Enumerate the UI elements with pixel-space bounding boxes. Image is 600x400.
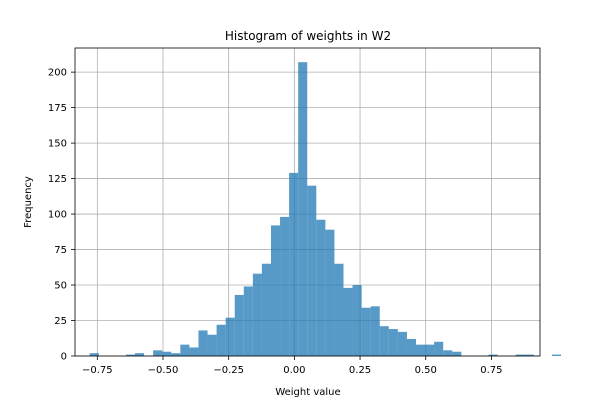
x-axis-ticks: −0.75 −0.50 −0.25 0.00 0.25 0.50 0.75 <box>82 356 503 376</box>
histogram-bar <box>125 354 136 356</box>
histogram-bar <box>153 350 163 356</box>
histogram-bar <box>551 354 562 356</box>
y-tick-label: 50 <box>54 281 67 292</box>
x-tick-label: −0.50 <box>148 365 179 376</box>
histogram-bar <box>252 273 262 356</box>
histogram-bar <box>207 334 217 356</box>
histogram-bar <box>443 350 453 356</box>
histogram-bar <box>162 351 172 356</box>
histogram-bar <box>397 331 407 356</box>
histogram-bar <box>261 263 271 356</box>
histogram-bar <box>225 317 235 356</box>
histogram-bar <box>416 344 426 356</box>
y-tick-label: 100 <box>48 210 67 221</box>
x-tick-label: 0.50 <box>415 365 437 376</box>
histogram-bar <box>216 324 226 356</box>
histogram-bar <box>515 354 525 356</box>
histogram-bar <box>270 225 281 356</box>
histogram-bar <box>343 287 353 356</box>
x-axis-label: Weight value <box>275 387 340 398</box>
histogram-bar <box>434 341 444 356</box>
histogram-bar <box>307 185 317 356</box>
histogram-bar <box>180 344 190 356</box>
chart-title: Histogram of weights in W2 <box>225 29 391 43</box>
histogram-bar <box>316 219 326 356</box>
x-tick-label: 0.00 <box>283 365 305 376</box>
histogram-bars <box>89 62 562 357</box>
histogram-bar <box>524 354 534 356</box>
histogram-bar <box>243 286 253 356</box>
histogram-bar <box>135 353 145 356</box>
y-axis-label: Frequency <box>23 176 34 228</box>
histogram-bar <box>198 330 208 356</box>
histogram-bar <box>189 347 199 356</box>
histogram-bar <box>352 285 362 356</box>
x-tick-label: −0.25 <box>213 365 244 376</box>
histogram-bar <box>452 351 462 356</box>
y-tick-label: 25 <box>54 316 67 327</box>
y-tick-label: 0 <box>61 352 67 363</box>
x-tick-label: −0.75 <box>82 365 113 376</box>
histogram-bar <box>289 172 299 356</box>
histogram-bar <box>379 326 389 356</box>
y-axis-ticks: 0 25 50 75 100 125 150 175 200 <box>48 68 75 363</box>
histogram-bar <box>488 354 498 356</box>
plot-frame <box>74 47 541 357</box>
histogram-bar <box>234 294 244 356</box>
histogram-bar <box>298 62 308 357</box>
grid <box>75 48 540 357</box>
y-tick-label: 150 <box>48 139 67 150</box>
y-tick-label: 125 <box>48 174 67 185</box>
histogram-bar <box>406 338 416 356</box>
histogram-bar <box>370 306 380 356</box>
histogram-bar <box>361 307 371 356</box>
histogram-bar <box>425 344 435 356</box>
histogram-bar <box>325 229 335 356</box>
y-tick-label: 175 <box>48 103 67 114</box>
y-tick-label: 200 <box>48 68 67 79</box>
x-tick-label: 0.25 <box>349 365 371 376</box>
histogram-bar <box>89 353 99 356</box>
y-tick-label: 75 <box>54 245 67 256</box>
x-tick-label: 0.75 <box>480 365 502 376</box>
histogram-bar <box>388 329 398 356</box>
histogram-bar <box>280 216 290 356</box>
histogram-bar <box>171 353 181 356</box>
histogram-bar <box>334 263 344 356</box>
